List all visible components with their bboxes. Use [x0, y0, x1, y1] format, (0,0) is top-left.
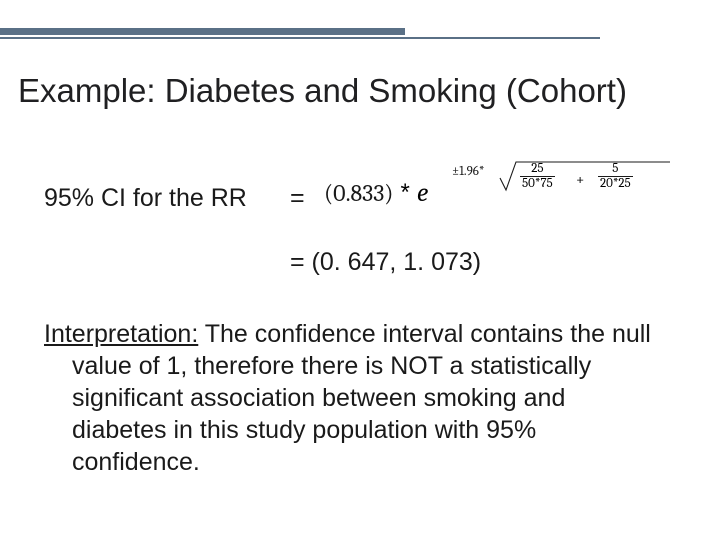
- plus-minus-z: ±1.96*: [452, 164, 484, 179]
- frac1-numerator: 25: [529, 162, 545, 176]
- rule-thin: [0, 37, 600, 39]
- frac1-denominator: 50*75: [520, 177, 555, 191]
- fraction-1: 25 50*75: [520, 162, 555, 190]
- fraction-2: 5 20*25: [598, 162, 633, 190]
- frac2-denominator: 20*25: [598, 177, 633, 191]
- interpretation-paragraph: Interpretation: The confidence interval …: [44, 318, 660, 478]
- interpretation-label: Interpretation:: [44, 320, 198, 348]
- result-interval: = (0. 647, 1. 073): [290, 248, 481, 277]
- frac2-numerator: 5: [610, 162, 620, 176]
- rule-thick: [0, 28, 405, 35]
- equals-sign-1: =: [290, 184, 305, 213]
- exponent-wrap: ±1.96*: [452, 164, 484, 179]
- slide-title: Example: Diabetes and Smoking (Cohort): [18, 72, 627, 110]
- formula-rr-times-e: (0.833) * e: [324, 178, 428, 208]
- rr-value: (0.833): [324, 179, 393, 207]
- multiply-star: *: [397, 179, 412, 207]
- slide-top-rule: [0, 28, 720, 40]
- ci-label: 95% CI for the RR: [44, 184, 247, 213]
- frac-plus: +: [576, 170, 584, 188]
- e-base: e: [417, 178, 428, 208]
